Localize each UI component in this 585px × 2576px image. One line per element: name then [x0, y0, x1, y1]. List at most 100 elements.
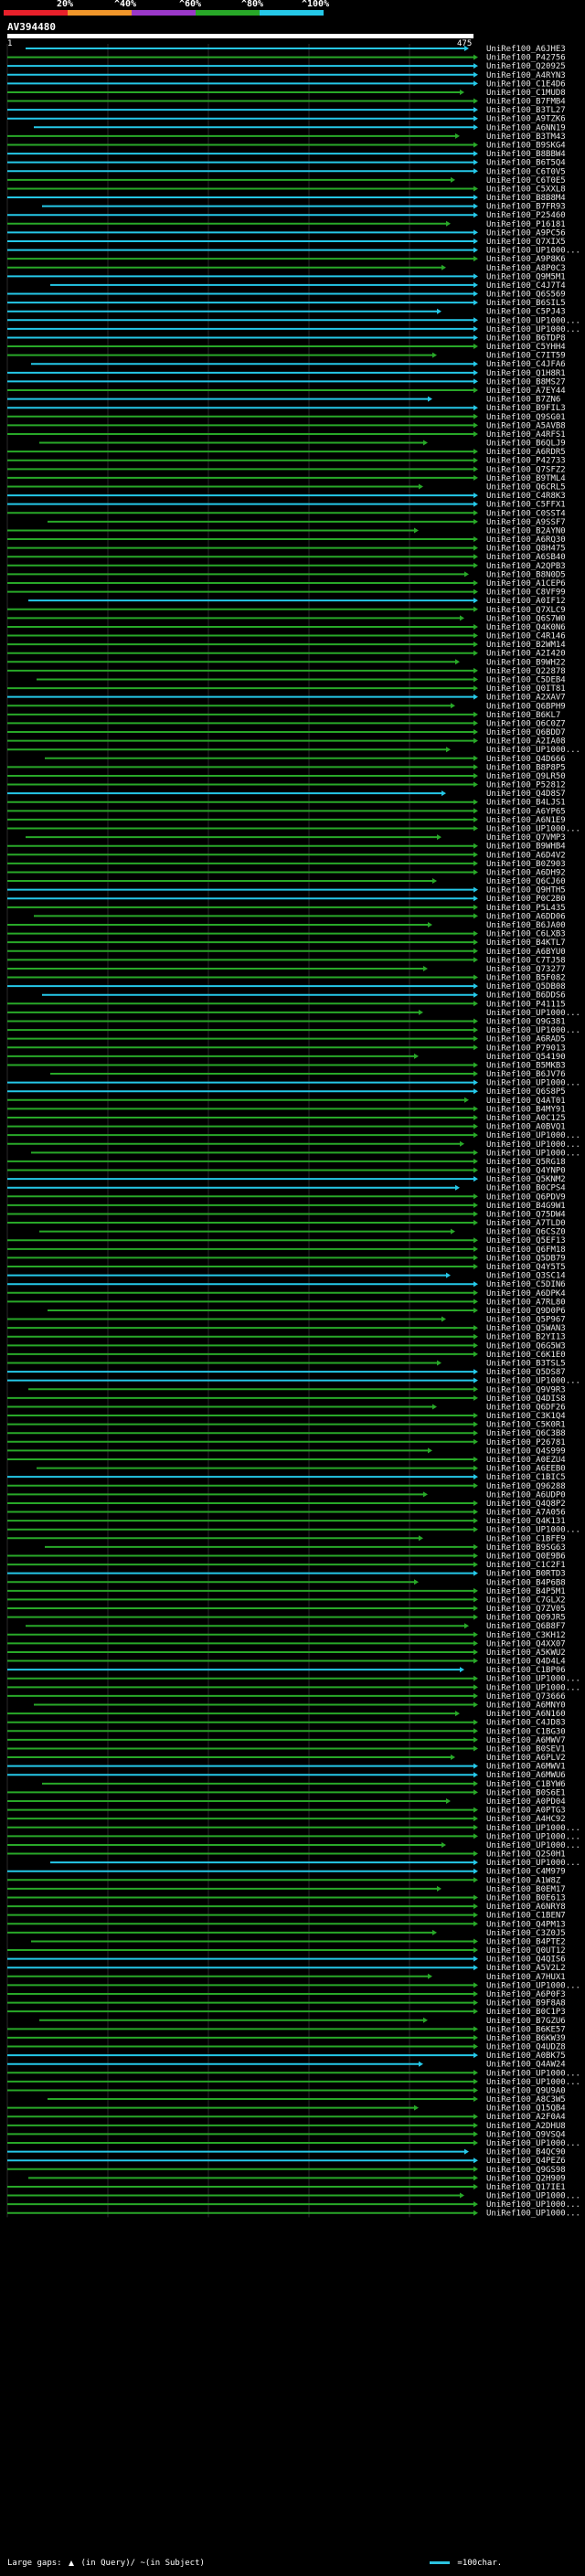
hit-label[interactable]: UniRef100_A6MNY0	[486, 1701, 566, 1711]
hit-label[interactable]: UniRef100_B7ZN6	[486, 396, 560, 405]
hit-label[interactable]: UniRef100_UP1000...	[486, 1131, 580, 1140]
hit-label[interactable]: UniRef100_Q5DS87	[486, 1368, 566, 1377]
hit-label[interactable]: UniRef100_P42733	[486, 457, 566, 466]
hit-label[interactable]: UniRef100_Q9G381	[486, 1017, 566, 1026]
hit-label[interactable]: UniRef100_B5MKB3	[486, 1061, 566, 1070]
hit-label[interactable]: UniRef100_B7GZU6	[486, 2017, 566, 2026]
hit-label[interactable]: UniRef100_C4M979	[486, 1868, 566, 1877]
hit-label[interactable]: UniRef100_C7IT59	[486, 352, 566, 361]
hit-label[interactable]: UniRef100_C4R8K3	[486, 492, 566, 501]
hit-label[interactable]: UniRef100_Q6S8P5	[486, 1087, 566, 1097]
hit-label[interactable]: UniRef100_B6KL7	[486, 711, 560, 720]
hit-label[interactable]: UniRef100_B9F8A8	[486, 1999, 566, 2009]
hit-label[interactable]: UniRef100_UP1000...	[486, 2210, 580, 2219]
hit-label[interactable]: UniRef100_B6JV76	[486, 1070, 566, 1079]
hit-label[interactable]: UniRef100_A6NRY8	[486, 1903, 566, 1912]
hit-label[interactable]: UniRef100_Q7VMP3	[486, 833, 566, 843]
hit-label[interactable]: UniRef100_B6T5Q4	[486, 159, 566, 168]
hit-label[interactable]: UniRef100_Q9D0P6	[486, 1307, 566, 1316]
hit-label[interactable]: UniRef100_UP1000...	[486, 1859, 580, 1868]
hit-label[interactable]: UniRef100_Q6G5W3	[486, 1341, 566, 1351]
hit-label[interactable]: UniRef100_C3KH12	[486, 1631, 566, 1640]
hit-label[interactable]: UniRef100_A1W8Z	[486, 1876, 561, 1885]
hit-label[interactable]: UniRef100_Q7XIX5	[486, 238, 566, 247]
hit-label[interactable]: UniRef100_UP1000...	[486, 1824, 580, 1833]
hit-label[interactable]: UniRef100_A6MWV1	[486, 1763, 566, 1772]
hit-label[interactable]: UniRef100_A6BYU0	[486, 948, 566, 957]
hit-label[interactable]: UniRef100_B9TML4	[486, 474, 566, 483]
hit-label[interactable]: UniRef100_B2WM14	[486, 641, 566, 650]
hit-label[interactable]: UniRef100_B6QLJ9	[486, 440, 566, 449]
hit-label[interactable]: UniRef100_P52812	[486, 781, 566, 790]
hit-label[interactable]: UniRef100_A6P0F3	[486, 1990, 566, 1999]
hit-label[interactable]: UniRef100_A0BK75	[486, 2051, 566, 2061]
hit-label[interactable]: UniRef100_UP1000...	[486, 1981, 580, 1990]
hit-label[interactable]: UniRef100_B2YI13	[486, 1333, 566, 1342]
hit-label[interactable]: UniRef100_A6NN19	[486, 123, 566, 133]
hit-label[interactable]: UniRef100_Q4K0N6	[486, 623, 566, 632]
hit-label[interactable]: UniRef100_UP1000...	[486, 746, 580, 755]
hit-label[interactable]: UniRef100_UP1000...	[486, 1841, 580, 1850]
hit-label[interactable]: UniRef100_B3TSL5	[486, 1360, 566, 1369]
hit-label[interactable]: UniRef100_A6UDP0	[486, 1490, 566, 1500]
hit-label[interactable]: UniRef100_C1E4D6	[486, 80, 566, 89]
hit-label[interactable]: UniRef100_Q73666	[486, 1692, 566, 1701]
hit-label[interactable]: UniRef100_A8P0C3	[486, 264, 566, 273]
hit-label[interactable]: UniRef100_Q0UT12	[486, 1946, 566, 1956]
hit-label[interactable]: UniRef100_Q6BPH9	[486, 702, 566, 711]
hit-label[interactable]: UniRef100_C1MUD8	[486, 89, 566, 98]
hit-label[interactable]: UniRef100_A6RAD5	[486, 1035, 566, 1044]
hit-label[interactable]: UniRef100_A9SSF7	[486, 518, 566, 527]
hit-label[interactable]: UniRef100_C8VF99	[486, 588, 566, 598]
hit-label[interactable]: UniRef100_A9PC56	[486, 228, 566, 238]
hit-label[interactable]: UniRef100_UP1000...	[486, 2200, 580, 2210]
hit-label[interactable]: UniRef100_A6DD06	[486, 912, 566, 921]
hit-label[interactable]: UniRef100_UP1000...	[486, 1026, 580, 1035]
hit-label[interactable]: UniRef100_UP1000...	[486, 1526, 580, 1535]
hit-label[interactable]: UniRef100_Q9VSQ4	[486, 2130, 566, 2139]
hit-label[interactable]: UniRef100_Q4UDZ8	[486, 2043, 566, 2052]
hit-label[interactable]: UniRef100_B7FR93	[486, 203, 566, 212]
hit-label[interactable]: UniRef100_A2XAV7	[486, 694, 566, 703]
hit-label[interactable]: UniRef100_B5F082	[486, 974, 566, 983]
hit-label[interactable]: UniRef100_Q9V9R3	[486, 1385, 566, 1394]
hit-label[interactable]: UniRef100_A0EZU4	[486, 1456, 566, 1465]
hit-label[interactable]: UniRef100_P26781	[486, 1438, 566, 1447]
hit-label[interactable]: UniRef100_Q5KNM2	[486, 1175, 566, 1184]
hit-label[interactable]: UniRef100_C1BG30	[486, 1727, 566, 1736]
hit-label[interactable]: UniRef100_Q6C0Z7	[486, 719, 566, 728]
hit-label[interactable]: UniRef100_B0RTD3	[486, 1570, 566, 1579]
hit-label[interactable]: UniRef100_A9TZK6	[486, 115, 566, 124]
hit-label[interactable]: UniRef100_B2AYN0	[486, 526, 566, 535]
hit-label[interactable]: UniRef100_Q15QB4	[486, 2104, 566, 2114]
hit-label[interactable]: UniRef100_B0S6E1	[486, 1788, 566, 1797]
hit-label[interactable]: UniRef100_A6PLV2	[486, 1754, 566, 1763]
hit-label[interactable]: UniRef100_P42756	[486, 54, 566, 63]
hit-label[interactable]: UniRef100_UP1000...	[486, 1832, 580, 1841]
hit-label[interactable]: UniRef100_Q9HTH5	[486, 886, 566, 896]
hit-label[interactable]: UniRef100_A0PTG3	[486, 1807, 566, 1816]
hit-label[interactable]: UniRef100_A6N1E9	[486, 816, 566, 825]
hit-label[interactable]: UniRef100_Q6CRL5	[486, 483, 566, 493]
hit-label[interactable]: UniRef100_A5V2L2	[486, 1964, 566, 1973]
hit-label[interactable]: UniRef100_B4P5M1	[486, 1587, 566, 1596]
hit-label[interactable]: UniRef100_A5KWU2	[486, 1648, 566, 1658]
hit-label[interactable]: UniRef100_Q4D4L4	[486, 1658, 566, 1667]
hit-label[interactable]: UniRef100_Q4XX07	[486, 1639, 566, 1648]
hit-label[interactable]: UniRef100_B6KE57	[486, 2025, 566, 2034]
hit-label[interactable]: UniRef100_UP1000...	[486, 2069, 580, 2078]
hit-label[interactable]: UniRef100_C1BEN7	[486, 1912, 566, 1921]
hit-label[interactable]: UniRef100_A7HUX1	[486, 1973, 566, 1982]
hit-label[interactable]: UniRef100_B9FIL3	[486, 404, 566, 413]
hit-label[interactable]: UniRef100_A7TLD0	[486, 1219, 566, 1228]
hit-label[interactable]: UniRef100_Q75DW4	[486, 1210, 566, 1219]
hit-label[interactable]: UniRef100_A6D4V2	[486, 851, 566, 860]
hit-label[interactable]: UniRef100_A7A056	[486, 1509, 566, 1518]
hit-label[interactable]: UniRef100_A0PD04	[486, 1797, 566, 1807]
hit-label[interactable]: UniRef100_B3TL27	[486, 106, 566, 115]
hit-label[interactable]: UniRef100_A2DHU8	[486, 2122, 566, 2131]
hit-label[interactable]: UniRef100_Q54190	[486, 1053, 566, 1062]
hit-label[interactable]: UniRef100_C4JD83	[486, 1719, 566, 1728]
hit-label[interactable]: UniRef100_Q4QIS6	[486, 1956, 566, 1965]
hit-label[interactable]: UniRef100_B0EM17	[486, 1885, 566, 1894]
